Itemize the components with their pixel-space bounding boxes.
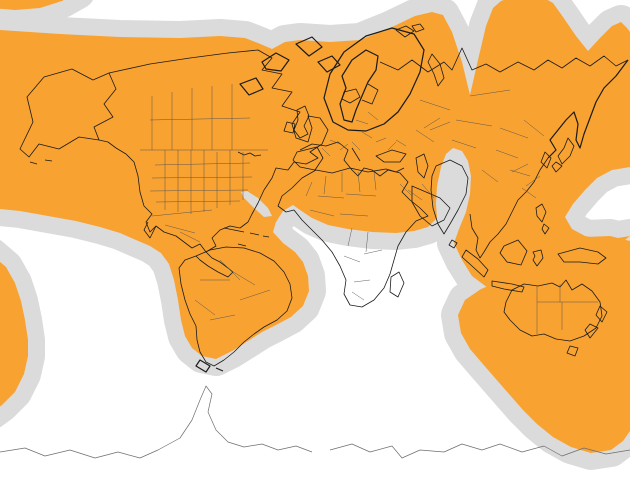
- coast-north-america: [98, 49, 329, 253]
- borders-mexico: [164, 224, 201, 243]
- coast-australia: [503, 279, 603, 342]
- coast-sumatra: [461, 249, 489, 278]
- coast-philippines: [535, 203, 550, 235]
- coast-black-sea: [375, 149, 407, 163]
- coast-greenland: [323, 27, 425, 132]
- coast-africa: [277, 167, 429, 308]
- coast-uk-ireland: [283, 105, 310, 139]
- coast-great-lakes: [237, 151, 262, 157]
- coast-madagascar: [389, 271, 405, 298]
- coverage-australia: [458, 236, 630, 453]
- coast-caspian-sea: [415, 153, 429, 179]
- coast-canadian-arctic-islands: [239, 36, 341, 96]
- borders-south-america: [194, 259, 271, 321]
- borders-asia: [415, 89, 545, 199]
- coast-india: [430, 159, 469, 249]
- coastline-layer: [19, 23, 629, 373]
- coast-tierra-del-fuego: [195, 359, 224, 373]
- borders-europe: [321, 111, 407, 157]
- coast-svalbard: [395, 23, 425, 38]
- coverage-layer: [0, 0, 630, 453]
- coast-new-zealand: [584, 305, 608, 339]
- coverage-arctic-sliver: [0, 0, 64, 10]
- borders-canada-provinces: [149, 84, 251, 150]
- coverage-south-pacific: [0, 261, 28, 407]
- coast-alaska: [19, 68, 117, 165]
- coast-java: [491, 280, 525, 293]
- beam-seam-layer: [241, 191, 272, 217]
- coast-mediterranean-north: [299, 141, 405, 177]
- coast-new-guinea: [557, 247, 607, 265]
- coast-russia-north: [379, 47, 629, 73]
- coast-sulawesi: [532, 249, 544, 267]
- borders-middle-east: [399, 183, 435, 201]
- antarctica-coast-layer: [0, 385, 630, 459]
- borders-us-states: [149, 150, 253, 214]
- admin-borders-layer: [140, 84, 598, 334]
- coast-baja: [143, 221, 157, 239]
- coast-japan: [551, 137, 575, 173]
- antarctica-coast-east: [329, 443, 630, 459]
- coast-baltic-finland: [361, 83, 379, 105]
- coast-borneo: [499, 239, 528, 266]
- coast-korea: [540, 151, 552, 169]
- borders-australia-states: [536, 284, 598, 334]
- borders-africa: [305, 171, 383, 301]
- coast-iberia: [292, 146, 324, 171]
- antarctica-coast-west: [0, 385, 313, 459]
- coast-novaya-zemlya: [427, 53, 445, 87]
- coast-caribbean: [223, 227, 270, 247]
- coast-central-america: [195, 251, 234, 278]
- coverage-northern-band: [0, 0, 630, 359]
- coast-china-seasia: [469, 157, 549, 259]
- coast-scandinavia: [339, 49, 379, 123]
- coast-kamchatka-siberia: [547, 59, 629, 159]
- coast-south-america: [178, 246, 293, 367]
- coast-tasmania: [566, 345, 579, 357]
- atlantic-beam-seam: [241, 191, 272, 217]
